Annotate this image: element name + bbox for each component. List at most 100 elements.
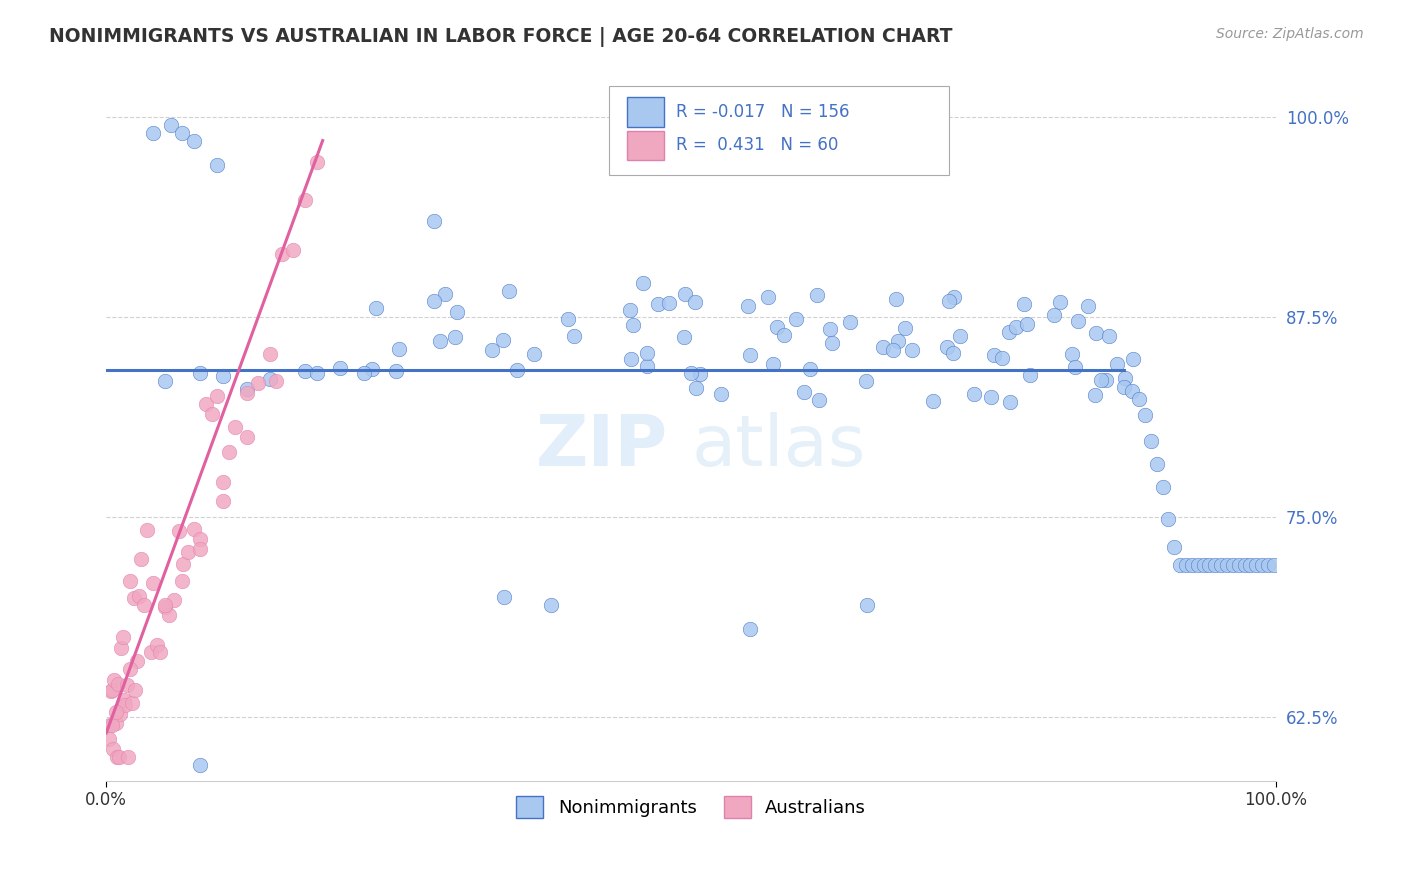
Point bbox=[685, 381, 707, 395]
Point bbox=[1128, 392, 1150, 406]
Point bbox=[1181, 558, 1204, 572]
Point bbox=[103, 673, 125, 688]
Point bbox=[200, 407, 222, 421]
Point bbox=[492, 333, 515, 347]
Point bbox=[636, 359, 658, 374]
Point bbox=[235, 382, 257, 396]
Point bbox=[131, 551, 153, 566]
Point bbox=[212, 493, 235, 508]
Point bbox=[142, 575, 165, 590]
Point bbox=[1049, 295, 1071, 310]
Point bbox=[808, 392, 831, 407]
Point bbox=[163, 593, 186, 607]
Point bbox=[97, 732, 120, 747]
Legend: Nonimmigrants, Australians: Nonimmigrants, Australians bbox=[509, 789, 873, 825]
Text: ZIP: ZIP bbox=[536, 411, 668, 481]
FancyBboxPatch shape bbox=[627, 97, 664, 127]
Point bbox=[101, 718, 124, 732]
Point bbox=[1043, 308, 1066, 322]
Point bbox=[1090, 374, 1112, 388]
Point bbox=[98, 718, 121, 732]
Point bbox=[1211, 558, 1233, 572]
Point bbox=[118, 574, 141, 589]
Point bbox=[384, 364, 406, 378]
Point bbox=[388, 342, 411, 356]
Point bbox=[118, 662, 141, 676]
Point bbox=[235, 797, 257, 812]
Point bbox=[329, 360, 352, 375]
Point bbox=[108, 750, 131, 764]
Point bbox=[212, 475, 235, 490]
Text: NONIMMIGRANTS VS AUSTRALIAN IN LABOR FORCE | AGE 20-64 CORRELATION CHART: NONIMMIGRANTS VS AUSTRALIAN IN LABOR FOR… bbox=[49, 27, 953, 46]
Point bbox=[1004, 320, 1026, 334]
Point bbox=[620, 352, 643, 367]
Point bbox=[894, 321, 917, 335]
Point bbox=[1175, 558, 1198, 572]
Point bbox=[172, 574, 194, 588]
Point bbox=[153, 374, 176, 388]
Point bbox=[1095, 373, 1118, 387]
Point bbox=[921, 394, 943, 409]
Point bbox=[1112, 380, 1135, 394]
Point bbox=[1084, 388, 1107, 402]
Point bbox=[1146, 457, 1168, 471]
Point bbox=[806, 288, 828, 302]
Point bbox=[294, 364, 316, 378]
Point bbox=[423, 213, 446, 227]
Point bbox=[159, 118, 181, 132]
Point bbox=[1187, 558, 1209, 572]
Point bbox=[1018, 368, 1040, 383]
Point bbox=[1114, 371, 1136, 385]
Point bbox=[838, 315, 860, 329]
Point bbox=[212, 368, 235, 383]
Point bbox=[283, 243, 305, 257]
Point bbox=[1000, 395, 1022, 409]
Text: Source: ZipAtlas.com: Source: ZipAtlas.com bbox=[1216, 27, 1364, 41]
Point bbox=[1263, 558, 1285, 572]
Point bbox=[872, 340, 894, 354]
FancyBboxPatch shape bbox=[609, 87, 949, 176]
Point bbox=[557, 311, 579, 326]
Point bbox=[111, 630, 134, 644]
Point bbox=[562, 329, 585, 343]
Point bbox=[353, 366, 375, 380]
Point bbox=[855, 598, 877, 612]
Point bbox=[117, 750, 139, 764]
Point bbox=[142, 126, 165, 140]
Point bbox=[685, 294, 707, 309]
Point bbox=[183, 134, 205, 148]
Point bbox=[1121, 384, 1143, 399]
Point bbox=[481, 343, 503, 358]
Point bbox=[194, 397, 217, 411]
Point bbox=[689, 368, 711, 382]
Point bbox=[294, 194, 316, 208]
Point bbox=[139, 644, 162, 658]
Point bbox=[110, 707, 132, 722]
Point bbox=[506, 362, 529, 376]
Point bbox=[1105, 357, 1128, 371]
Point bbox=[1222, 558, 1244, 572]
Point bbox=[235, 385, 257, 400]
Point bbox=[818, 322, 841, 336]
Point bbox=[218, 445, 240, 459]
Point bbox=[647, 297, 669, 311]
Point bbox=[855, 374, 877, 388]
Point bbox=[224, 420, 246, 434]
Point bbox=[540, 598, 562, 612]
Point bbox=[101, 682, 124, 697]
Point bbox=[145, 639, 167, 653]
Point bbox=[1244, 558, 1267, 572]
Point bbox=[183, 522, 205, 536]
Text: R =  0.431   N = 60: R = 0.431 N = 60 bbox=[676, 136, 838, 154]
Point bbox=[1084, 326, 1107, 340]
Point bbox=[188, 366, 211, 380]
Point bbox=[429, 334, 451, 349]
Point bbox=[124, 591, 146, 605]
Point bbox=[799, 362, 821, 376]
Point bbox=[132, 599, 155, 613]
Point bbox=[983, 348, 1005, 362]
Point bbox=[1098, 329, 1121, 343]
Point bbox=[1192, 558, 1215, 572]
Point bbox=[305, 366, 328, 380]
Point bbox=[172, 126, 194, 140]
